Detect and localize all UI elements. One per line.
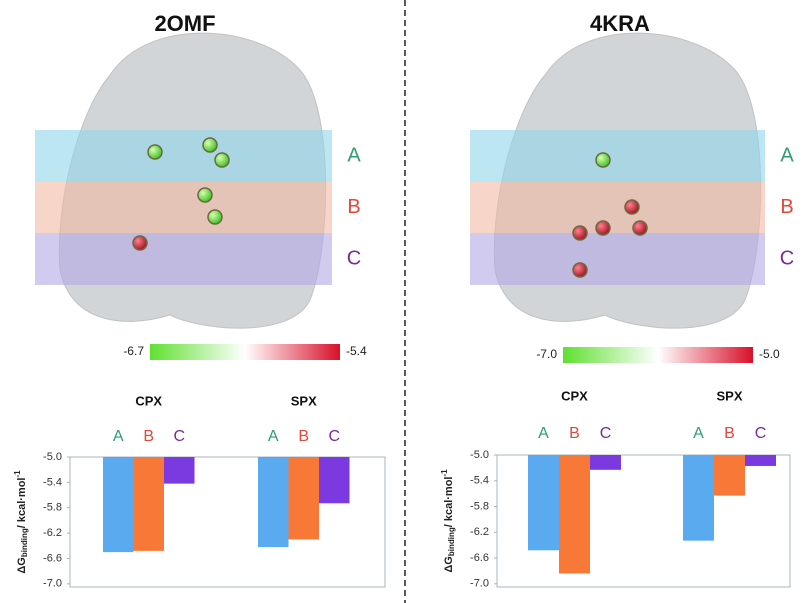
ligand-sphere [595,220,611,236]
bar [133,457,164,551]
region-band [35,130,332,182]
region-band [470,130,765,182]
bar [288,457,319,540]
y-axis-label-part: / kcal·mol [16,478,28,529]
bar [258,457,289,548]
y-axis-label-part: ΔG [16,557,28,573]
region-band [470,233,765,285]
ligand-sphere [572,225,588,241]
region-label: C [347,247,361,269]
category-label: SPX [716,388,742,403]
ligand-sphere [207,209,223,225]
ligand-sphere [147,144,163,160]
y-axis-label: ΔGbinding/ kcal·mol-1 [440,469,456,573]
y-tick-label: -6.6 [470,552,489,564]
bar [528,455,559,551]
bar [745,455,776,466]
legend-label: C [600,425,612,442]
colorbar-label: -6.7 [123,344,144,358]
legend-label: B [569,425,580,442]
y-axis-label: ΔGbinding/ kcal·mol-1 [13,470,29,574]
ligand-sphere [214,152,230,168]
y-tick-label: -6.2 [470,526,489,538]
legend-label: A [268,428,279,445]
colorbar-label: -7.0 [536,347,557,361]
y-tick-label: -5.0 [470,449,489,461]
y-axis-label-part: -1 [440,469,449,477]
y-axis-label-part: / kcal·mol [443,477,455,528]
colorbar-label: -5.0 [759,347,780,361]
category-label: CPX [561,388,588,403]
ligand-sphere [595,152,611,168]
bar [714,455,745,496]
y-tick-label: -5.4 [43,476,62,488]
region-band [470,182,765,233]
y-tick-label: -6.6 [43,552,62,564]
colorbar [563,347,753,363]
bar [683,455,714,541]
bar [164,457,195,484]
ligand-sphere [132,235,148,251]
y-axis-label-part: -1 [13,470,22,478]
ligand-sphere [202,137,218,153]
panel-title: 4KRA [590,11,650,36]
legend-label: C [755,425,767,442]
category-label: CPX [135,393,162,408]
region-label: C [780,247,794,269]
category-label: SPX [291,393,317,408]
region-label: B [347,196,360,218]
colorbar-label: -5.4 [346,344,367,358]
ligand-sphere [632,220,648,236]
region-band [35,182,332,233]
region-band [35,233,332,285]
legend-label: A [693,425,704,442]
region-label: B [780,196,793,218]
y-tick-label: -5.8 [470,500,489,512]
y-tick-label: -7.0 [43,578,62,590]
panel-title: 2OMF [154,11,215,36]
ligand-sphere [624,199,640,215]
y-axis-label-part: binding [447,527,456,556]
bar [590,455,621,470]
y-tick-label: -5.8 [43,502,62,514]
bar [559,455,590,574]
y-tick-label: -7.0 [470,578,489,590]
y-axis-label-part: binding [20,528,29,557]
region-label: A [347,144,361,166]
ligand-sphere [572,262,588,278]
ligand-sphere [197,187,213,203]
y-tick-label: -5.4 [470,475,489,487]
colorbar [150,344,340,360]
legend-label: B [143,428,154,445]
region-label: A [780,144,794,166]
legend-label: B [724,425,735,442]
bar [319,457,350,504]
y-tick-label: -6.2 [43,527,62,539]
y-axis-label-part: ΔG [443,556,455,572]
legend-label: A [538,425,549,442]
y-tick-label: -5.0 [43,451,62,463]
legend-label: A [113,428,124,445]
bar [103,457,134,553]
legend-label: C [328,428,340,445]
legend-label: B [298,428,309,445]
legend-label: C [173,428,185,445]
